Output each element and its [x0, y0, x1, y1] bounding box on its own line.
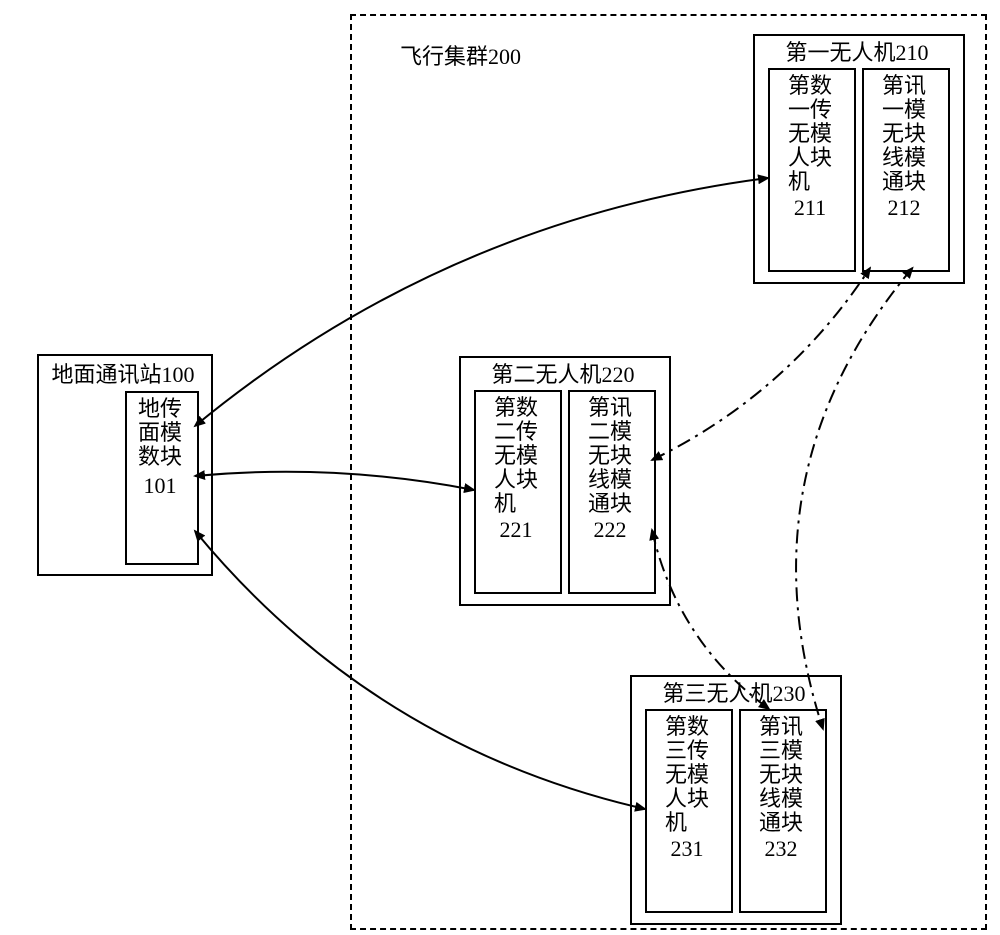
diagram-canvas: 飞行集群200 地面通讯站100 地面数传模块101 第一无人机210 第一无人机…: [0, 0, 1000, 935]
drone-1-module-2-label: 第一无线通讯模块模块212: [866, 74, 942, 220]
drone-title-2: 第二无人机220: [467, 362, 659, 388]
drone-3-module-2-label: 第三无线通讯模块模块232: [743, 715, 819, 861]
drone-title-3: 第三无人机230: [638, 681, 830, 707]
drone-2-module-1-label: 第二无人机数传模块 221: [478, 396, 554, 542]
drone-2-module-2-label: 第二无线通讯模块模块222: [572, 396, 648, 542]
drone-1-module-1-label: 第一无人机数传模块 211: [772, 74, 848, 220]
cluster-label: 飞行集群200: [400, 44, 521, 70]
ground-module-label: 地面数传模块101: [129, 397, 191, 498]
ground-station-title: 地面通讯站100: [43, 362, 203, 388]
drone-3-module-1-label: 第三无人机数传模块 231: [649, 715, 725, 861]
drone-title-1: 第一无人机210: [761, 40, 953, 66]
